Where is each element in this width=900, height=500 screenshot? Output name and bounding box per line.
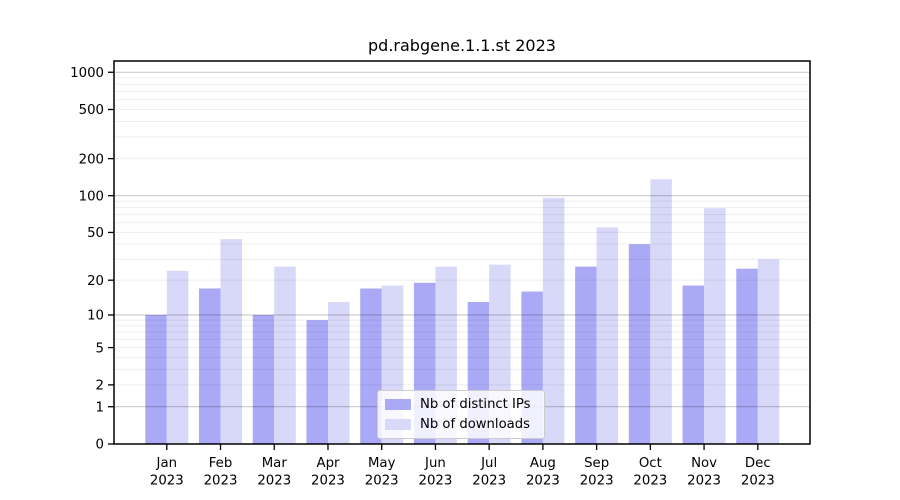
y-tick-label: 1000 [70, 66, 104, 81]
bar-distinct-ips [628, 244, 651, 444]
bar-distinct-ips [736, 268, 758, 444]
x-tick-label-month: Sep [584, 456, 609, 471]
bar-downloads [596, 227, 619, 444]
x-tick-label-month: Jan [156, 456, 178, 471]
x-tick-label-month: Jun [424, 456, 446, 471]
legend-swatch-downloads-icon [385, 419, 411, 430]
bar-distinct-ips [682, 285, 705, 444]
y-tick-label: 1 [96, 400, 104, 415]
legend-item-ips: Nb of distinct IPs [385, 397, 535, 412]
x-tick-label-month: May [368, 456, 396, 471]
y-tick-label: 20 [87, 274, 104, 289]
x-tick-label-month: Aug [530, 456, 556, 471]
y-tick-label: 10 [87, 309, 104, 324]
axes-frame [113, 60, 811, 445]
x-tick-label-year: 2023 [633, 474, 667, 489]
x-tick-label-month: Mar [262, 456, 288, 471]
legend: Nb of distinct IPs Nb of downloads [377, 390, 545, 439]
x-tick-label-year: 2023 [311, 474, 345, 489]
bar-downloads [650, 179, 672, 444]
legend-label-ips: Nb of distinct IPs [420, 397, 531, 412]
x-tick-label-year: 2023 [741, 474, 775, 489]
bar-downloads [220, 239, 243, 444]
x-tick-label-year: 2023 [687, 474, 721, 489]
bar-distinct-ips [306, 320, 328, 444]
x-tick-label-year: 2023 [526, 474, 560, 489]
bar-downloads [327, 301, 350, 444]
y-tick-label: 50 [87, 226, 104, 241]
legend-item-downloads: Nb of downloads [385, 417, 535, 432]
x-tick-label-year: 2023 [419, 474, 453, 489]
y-tick-label: 100 [79, 189, 104, 204]
bar-downloads [757, 259, 780, 444]
x-tick-label-month: Jul [480, 456, 497, 471]
bar-downloads [274, 266, 296, 444]
y-tick-label: 500 [79, 103, 104, 118]
bar-distinct-ips [252, 314, 275, 444]
bar-distinct-ips [575, 266, 597, 444]
chart-title: pd.rabgene.1.1.st 2023 [368, 36, 556, 55]
x-tick-label-year: 2023 [257, 474, 291, 489]
legend-label-downloads: Nb of downloads [420, 417, 530, 432]
x-tick-label-year: 2023 [580, 474, 614, 489]
x-tick-label-month: Apr [316, 456, 340, 471]
bar-distinct-ips [145, 314, 167, 444]
bar-downloads [704, 208, 726, 444]
bar-downloads [542, 197, 565, 444]
x-tick-label-year: 2023 [204, 474, 238, 489]
legend-swatch-ips-icon [385, 399, 411, 410]
x-tick-label-year: 2023 [365, 474, 399, 489]
y-tick-label: 5 [96, 341, 104, 356]
y-tick-label: 200 [79, 152, 104, 167]
bar-downloads [166, 270, 189, 444]
x-tick-label-month: Feb [209, 456, 233, 471]
bar-distinct-ips [360, 288, 382, 444]
x-tick-label-month: Oct [639, 456, 662, 471]
y-tick-label: 2 [96, 379, 104, 394]
x-tick-label-month: Nov [691, 456, 717, 471]
x-tick-label-year: 2023 [150, 474, 184, 489]
bar-distinct-ips [199, 288, 221, 444]
x-tick-label-year: 2023 [472, 474, 506, 489]
x-tick-label-month: Dec [745, 456, 771, 471]
y-tick-label: 0 [96, 438, 104, 453]
